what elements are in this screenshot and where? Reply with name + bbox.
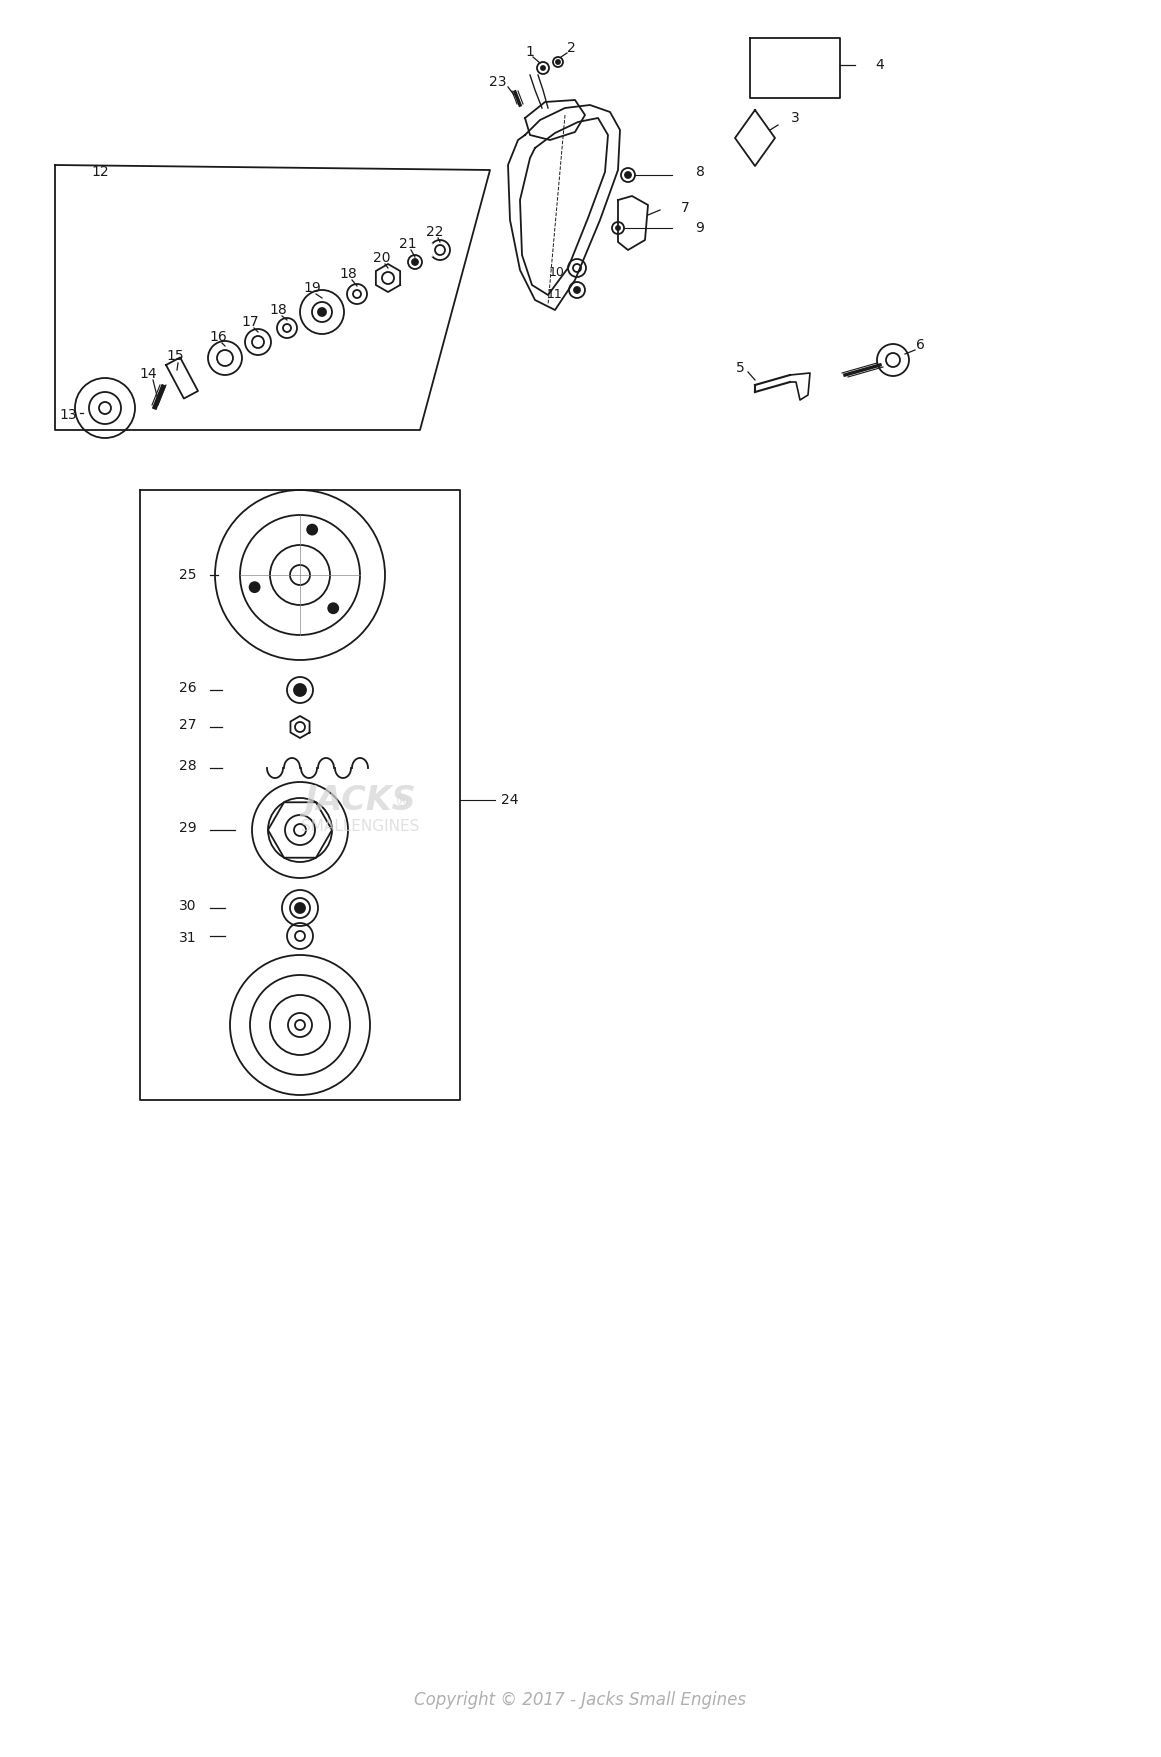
Text: 5: 5 bbox=[736, 360, 744, 374]
Circle shape bbox=[294, 683, 307, 696]
Circle shape bbox=[616, 227, 620, 230]
Circle shape bbox=[308, 525, 317, 534]
Text: 15: 15 bbox=[166, 350, 183, 364]
Text: 17: 17 bbox=[241, 315, 259, 329]
Text: 11: 11 bbox=[547, 288, 563, 300]
Text: 20: 20 bbox=[373, 251, 391, 265]
Circle shape bbox=[412, 258, 418, 265]
Text: 9: 9 bbox=[695, 221, 705, 235]
Text: 29: 29 bbox=[179, 821, 197, 835]
Text: 7: 7 bbox=[680, 200, 690, 214]
Text: 28: 28 bbox=[179, 759, 197, 773]
Text: 6: 6 bbox=[916, 337, 924, 351]
Text: 1: 1 bbox=[526, 46, 534, 60]
Text: 14: 14 bbox=[139, 367, 157, 381]
Text: 8: 8 bbox=[695, 165, 705, 179]
Text: 24: 24 bbox=[502, 792, 519, 806]
Circle shape bbox=[625, 172, 630, 177]
Text: 2: 2 bbox=[567, 40, 576, 54]
Text: ®: ® bbox=[395, 794, 410, 808]
Text: 4: 4 bbox=[875, 58, 885, 72]
Circle shape bbox=[295, 903, 305, 914]
Text: 3: 3 bbox=[791, 111, 800, 125]
Text: 22: 22 bbox=[426, 225, 444, 239]
Text: 16: 16 bbox=[209, 330, 226, 344]
Circle shape bbox=[250, 582, 260, 592]
Circle shape bbox=[556, 60, 560, 63]
Circle shape bbox=[318, 307, 326, 316]
Text: 18: 18 bbox=[269, 302, 287, 316]
Circle shape bbox=[574, 286, 580, 293]
Text: 30: 30 bbox=[179, 900, 196, 914]
Text: 31: 31 bbox=[179, 931, 197, 945]
Text: 21: 21 bbox=[399, 237, 417, 251]
Text: 19: 19 bbox=[303, 281, 320, 295]
Text: 18: 18 bbox=[339, 267, 356, 281]
Text: SMALLENGINES: SMALLENGINES bbox=[301, 819, 419, 833]
Text: JACKS: JACKS bbox=[304, 784, 416, 817]
Text: 12: 12 bbox=[92, 165, 109, 179]
Circle shape bbox=[541, 67, 545, 70]
Text: Copyright © 2017 - Jacks Small Engines: Copyright © 2017 - Jacks Small Engines bbox=[414, 1690, 747, 1710]
Text: 13: 13 bbox=[59, 408, 77, 422]
Text: 27: 27 bbox=[179, 719, 196, 733]
Text: 25: 25 bbox=[179, 568, 196, 582]
Text: 26: 26 bbox=[179, 682, 197, 696]
Circle shape bbox=[329, 603, 338, 613]
Text: 10: 10 bbox=[549, 265, 565, 279]
Text: 23: 23 bbox=[489, 76, 506, 90]
